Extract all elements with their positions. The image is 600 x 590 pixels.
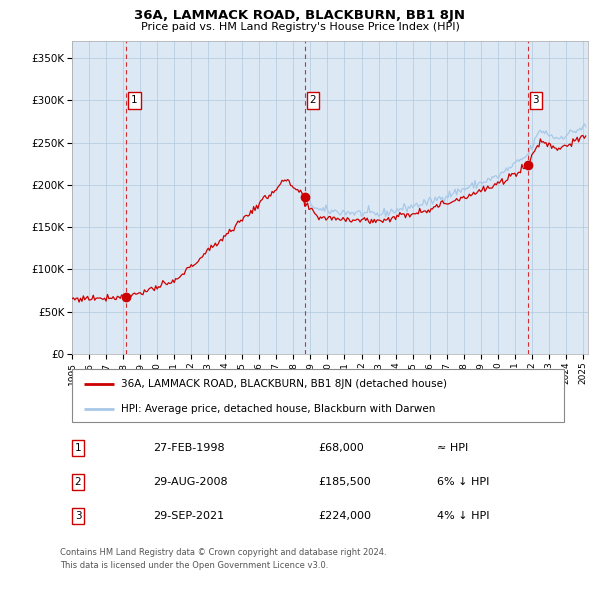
Text: HPI: Average price, detached house, Blackburn with Darwen: HPI: Average price, detached house, Blac…	[121, 404, 436, 414]
Text: 3: 3	[533, 96, 539, 106]
Text: 4% ↓ HPI: 4% ↓ HPI	[437, 512, 489, 522]
Text: 1: 1	[75, 443, 82, 453]
FancyBboxPatch shape	[72, 369, 564, 422]
Text: £224,000: £224,000	[318, 512, 371, 522]
Text: 1: 1	[131, 96, 137, 106]
Text: 29-AUG-2008: 29-AUG-2008	[153, 477, 227, 487]
Text: This data is licensed under the Open Government Licence v3.0.: This data is licensed under the Open Gov…	[60, 560, 328, 569]
Text: 3: 3	[75, 512, 82, 522]
Text: 36A, LAMMACK ROAD, BLACKBURN, BB1 8JN (detached house): 36A, LAMMACK ROAD, BLACKBURN, BB1 8JN (d…	[121, 379, 447, 389]
Text: Contains HM Land Registry data © Crown copyright and database right 2024.: Contains HM Land Registry data © Crown c…	[60, 548, 386, 556]
Text: ≈ HPI: ≈ HPI	[437, 443, 468, 453]
Text: £68,000: £68,000	[318, 443, 364, 453]
Text: Price paid vs. HM Land Registry's House Price Index (HPI): Price paid vs. HM Land Registry's House …	[140, 22, 460, 32]
Text: 6% ↓ HPI: 6% ↓ HPI	[437, 477, 489, 487]
Text: 36A, LAMMACK ROAD, BLACKBURN, BB1 8JN: 36A, LAMMACK ROAD, BLACKBURN, BB1 8JN	[134, 9, 466, 22]
Text: 29-SEP-2021: 29-SEP-2021	[153, 512, 224, 522]
Text: 2: 2	[75, 477, 82, 487]
Text: 27-FEB-1998: 27-FEB-1998	[153, 443, 224, 453]
Text: 2: 2	[310, 96, 316, 106]
Text: £185,500: £185,500	[318, 477, 371, 487]
